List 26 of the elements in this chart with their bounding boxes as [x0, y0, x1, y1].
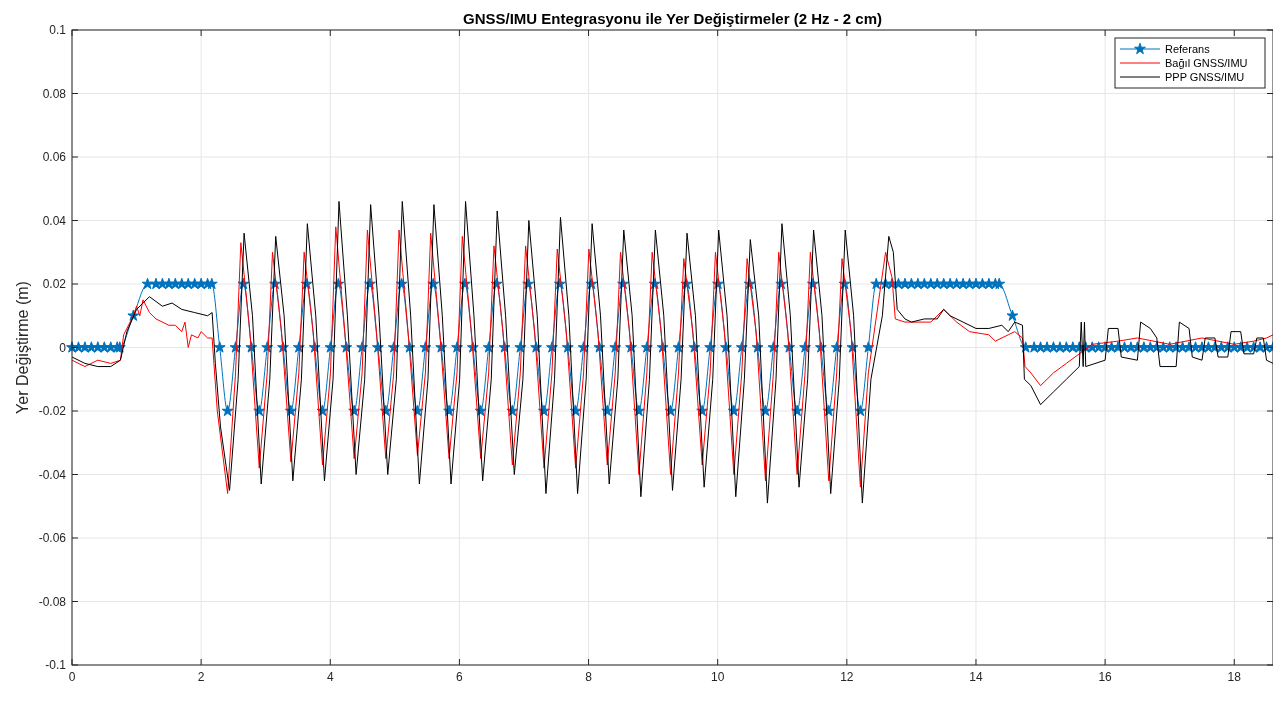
- x-tick-label: 14: [969, 670, 983, 684]
- y-tick-label: 0.1: [49, 23, 67, 37]
- y-tick-label: -0.06: [38, 531, 67, 545]
- x-tick-label: 6: [456, 670, 464, 684]
- legend-label: Referans: [1165, 43, 1211, 55]
- y-axis-title: Yer Değiştirme (m): [14, 281, 31, 414]
- y-tick-label: 0.04: [42, 213, 67, 228]
- y-tick-label: 0.08: [42, 86, 67, 101]
- x-tick-label: 10: [711, 670, 725, 684]
- y-tick-label: -0.1: [45, 658, 67, 672]
- y-tick-label: -0.08: [38, 594, 67, 609]
- x-tick-label: 18: [1227, 670, 1242, 684]
- legend-label: Bağıl GNSS/IMU: [1165, 57, 1248, 69]
- x-tick-label: 12: [840, 670, 854, 684]
- y-tick-label: -0.02: [38, 404, 67, 418]
- x-tick-label: 16: [1098, 670, 1113, 684]
- x-tick-label: 8: [585, 670, 593, 684]
- y-tick-label: -0.04: [38, 467, 67, 482]
- chart-title: GNSS/IMU Entegrasyonu ile Yer Değiştirmeler (2 Hz - 2 cm): [462, 10, 883, 27]
- x-tick-label: 4: [326, 670, 334, 684]
- legend-label: PPP GNSS/IMU: [1165, 71, 1245, 83]
- y-tick-label: 0.06: [42, 150, 67, 164]
- y-tick-label: 0: [59, 340, 67, 355]
- x-tick-label: 0: [68, 670, 76, 684]
- y-tick-label: 0.02: [42, 277, 67, 291]
- x-tick-label: 2: [197, 670, 205, 684]
